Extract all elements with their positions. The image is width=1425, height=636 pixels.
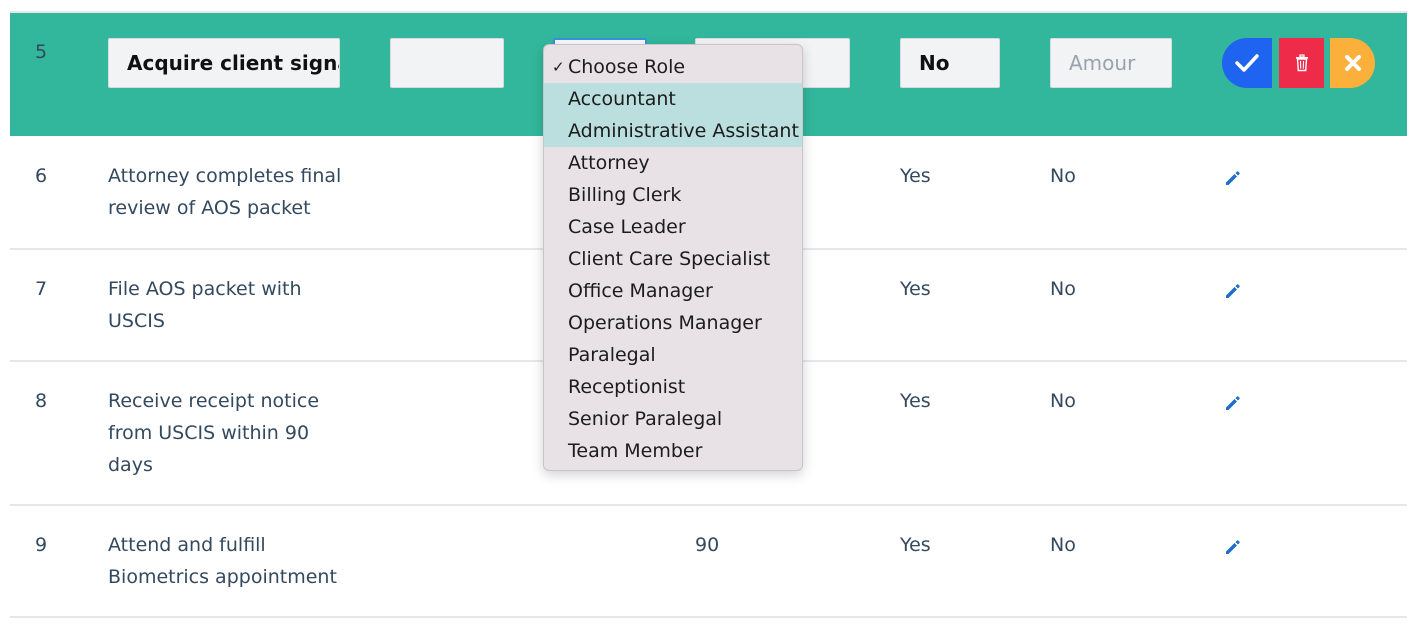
- role-option-label: Senior Paralegal: [568, 408, 723, 430]
- delete-button[interactable]: [1279, 38, 1324, 88]
- required-value: Yes: [900, 534, 931, 556]
- row-number: 8: [35, 390, 48, 412]
- role-option-label: Accountant: [568, 88, 676, 110]
- role-option-label: Paralegal: [568, 344, 656, 366]
- task-line: review of AOS packet: [108, 197, 311, 219]
- pencil-icon: [1226, 396, 1240, 410]
- role-option-label: Office Manager: [568, 280, 713, 302]
- task-name: Attorney completes final review of AOS p…: [108, 160, 368, 224]
- role-option-client-care-specialist[interactable]: Client Care Specialist: [544, 243, 802, 275]
- task-line: Biometrics appointment: [108, 566, 337, 588]
- role-option-label: Team Member: [568, 440, 703, 462]
- role-option-accountant[interactable]: Accountant: [544, 83, 802, 115]
- trash-icon: [1295, 54, 1308, 72]
- role-option-label: Client Care Specialist: [568, 248, 771, 270]
- task-line: days: [108, 454, 153, 476]
- task-line: File AOS packet with: [108, 278, 302, 300]
- role-option-operations-manager[interactable]: Operations Manager: [544, 307, 802, 339]
- task-line: from USCIS within 90: [108, 422, 310, 444]
- required-value: Yes: [900, 390, 931, 412]
- table-top-border: [10, 11, 1407, 13]
- billable-value: No: [1050, 390, 1076, 412]
- required-select[interactable]: No: [900, 38, 1000, 88]
- row-number: 7: [35, 278, 48, 300]
- role-option-label: Receptionist: [568, 376, 686, 398]
- task-line: USCIS: [108, 310, 165, 332]
- role-option-team-member[interactable]: Team Member: [544, 435, 802, 467]
- role-option-label: Operations Manager: [568, 312, 762, 334]
- table-row: 8 Receive receipt notice from USCIS with…: [10, 362, 1407, 506]
- task-line: Receive receipt notice: [108, 390, 320, 412]
- role-option-attorney[interactable]: Attorney: [544, 147, 802, 179]
- required-value: Yes: [900, 278, 931, 300]
- cancel-button[interactable]: [1330, 38, 1375, 88]
- table-row: 9 Attend and fulfill Biometrics appointm…: [10, 506, 1407, 618]
- row-number: 9: [35, 534, 48, 556]
- role-option-case-leader[interactable]: Case Leader: [544, 211, 802, 243]
- role-option-choose[interactable]: ✓ Choose Role: [544, 51, 802, 83]
- days-offset-input[interactable]: [390, 38, 504, 88]
- row-number: 5: [35, 41, 48, 63]
- pencil-icon: [1226, 171, 1240, 185]
- task-line: Attorney completes final: [108, 165, 342, 187]
- task-name: Receive receipt notice from USCIS within…: [108, 385, 368, 481]
- row-number: 6: [35, 165, 48, 187]
- task-name-input[interactable]: Acquire client signat: [108, 38, 340, 88]
- checkmark-icon: ✓: [552, 58, 565, 76]
- save-button[interactable]: [1222, 38, 1272, 88]
- close-icon: [1344, 55, 1361, 71]
- role-option-senior-paralegal[interactable]: Senior Paralegal: [544, 403, 802, 435]
- days-value: 90: [695, 534, 720, 556]
- role-option-label: Case Leader: [568, 216, 686, 238]
- amount-input[interactable]: Amour: [1050, 38, 1172, 88]
- role-option-office-manager[interactable]: Office Manager: [544, 275, 802, 307]
- edit-button[interactable]: [1223, 279, 1243, 311]
- role-option-administrative-assistant[interactable]: Administrative Assistant: [544, 115, 802, 147]
- required-value: Yes: [900, 165, 931, 187]
- edit-button[interactable]: [1223, 535, 1243, 567]
- billable-value: No: [1050, 534, 1076, 556]
- check-icon: [1235, 54, 1259, 72]
- role-option-paralegal[interactable]: Paralegal: [544, 339, 802, 371]
- edit-button[interactable]: [1223, 166, 1243, 198]
- edit-button[interactable]: [1223, 391, 1243, 423]
- task-name: File AOS packet with USCIS: [108, 273, 368, 337]
- billable-value: No: [1050, 278, 1076, 300]
- role-dropdown-menu: ✓ Choose Role Accountant Administrative …: [543, 44, 803, 471]
- role-option-billing-clerk[interactable]: Billing Clerk: [544, 179, 802, 211]
- role-option-label: Administrative Assistant: [568, 120, 799, 142]
- role-option-receptionist[interactable]: Receptionist: [544, 371, 802, 403]
- pencil-icon: [1226, 284, 1240, 298]
- pencil-icon: [1226, 540, 1240, 554]
- task-line: Attend and fulfill: [108, 534, 266, 556]
- role-option-label: Billing Clerk: [568, 184, 682, 206]
- billable-value: No: [1050, 165, 1076, 187]
- role-option-label: Choose Role: [568, 56, 686, 78]
- role-option-label: Attorney: [568, 152, 650, 174]
- task-name: Attend and fulfill Biometrics appointmen…: [108, 529, 368, 593]
